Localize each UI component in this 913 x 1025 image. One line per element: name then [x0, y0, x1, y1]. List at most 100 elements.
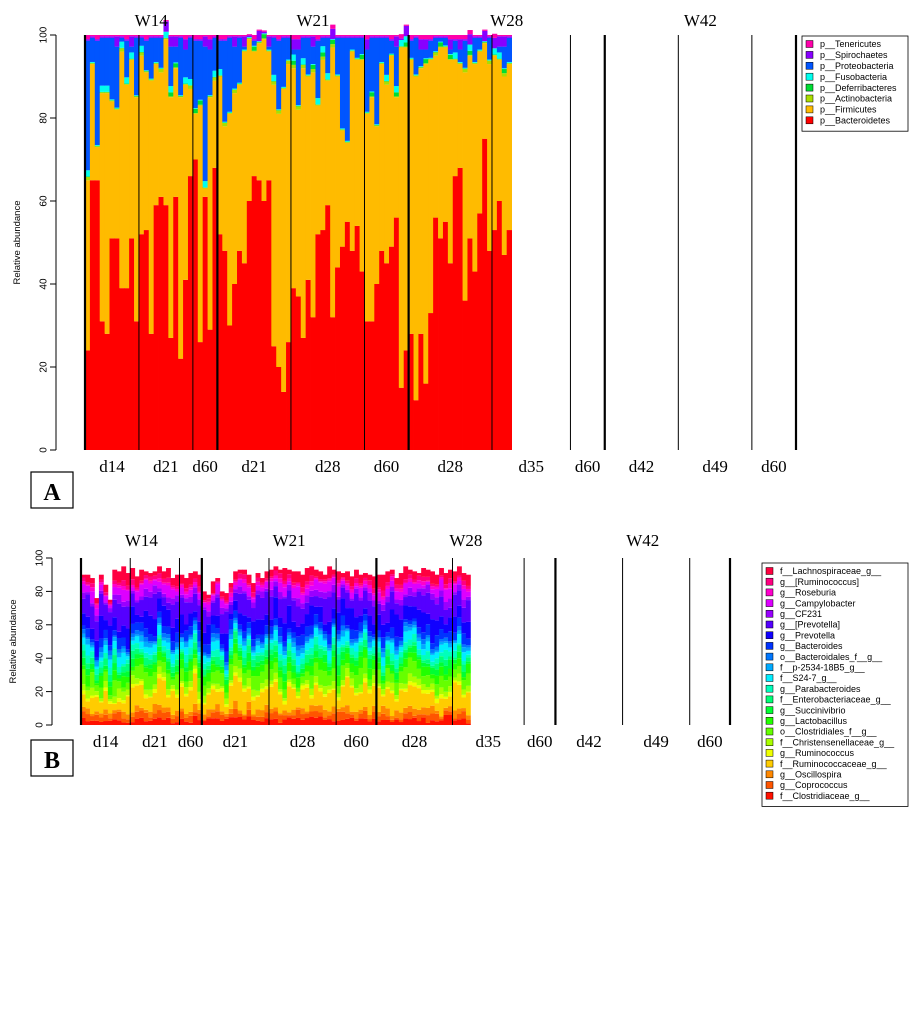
bar-segment	[207, 49, 213, 96]
bar-segment	[393, 96, 400, 98]
bar	[109, 35, 115, 450]
bar-segment	[98, 717, 104, 722]
bar-segment	[295, 709, 301, 718]
bar-segment	[322, 709, 328, 718]
bar-segment	[197, 641, 203, 648]
bar-segment	[251, 39, 258, 41]
bar-segment	[304, 654, 310, 663]
bar	[457, 35, 463, 451]
bar-segment	[173, 35, 179, 37]
bar-segment	[228, 629, 234, 635]
bar-segment	[349, 49, 356, 51]
bar-segment	[161, 680, 167, 708]
bar-segment	[152, 642, 158, 645]
legend-item: p__Bacteroidetes	[805, 116, 891, 126]
bar-segment	[376, 589, 382, 593]
bar-segment	[300, 714, 306, 720]
bar-segment	[354, 638, 359, 642]
bar-segment	[439, 720, 444, 725]
bar-segment	[371, 588, 377, 594]
bar-segment	[385, 585, 391, 589]
bar-segment	[398, 712, 404, 720]
bar-segment	[237, 613, 243, 625]
bar-segment	[104, 36, 110, 38]
bar-segment	[425, 666, 431, 676]
group-separators	[83, 35, 798, 450]
bar-segment	[81, 637, 86, 645]
subgroup-label: d60	[575, 457, 601, 476]
bar	[104, 35, 110, 450]
bar-segment	[174, 574, 180, 587]
bar-segment	[116, 711, 122, 721]
bar-segment	[295, 671, 301, 674]
bar-segment	[416, 714, 422, 722]
bar-segment	[359, 59, 365, 272]
legend: f__Lachnospiraceae_g__g__[Ruminococcus]g…	[761, 562, 909, 807]
bar-segment	[367, 689, 373, 694]
bar-segment	[206, 665, 212, 670]
bar-segment	[416, 654, 422, 658]
bar-segment	[85, 628, 91, 638]
bar-segment	[224, 593, 230, 601]
bar-segment	[456, 714, 462, 720]
bar-segment	[310, 69, 316, 73]
bar-segment	[389, 35, 395, 40]
bar-segment	[206, 594, 212, 599]
bar-segment	[192, 715, 198, 725]
bar-segment	[327, 715, 333, 720]
bar	[340, 573, 346, 725]
bar-segment	[260, 648, 265, 653]
bar	[178, 35, 184, 450]
bar-segment	[241, 51, 248, 264]
subgroup-label: d14	[93, 732, 119, 751]
bar-segment	[305, 35, 311, 37]
bar-segment	[331, 713, 337, 722]
bar-segment	[327, 566, 333, 579]
bar-segment	[433, 217, 439, 450]
bar-segment	[98, 615, 104, 639]
bar-segment	[237, 36, 243, 38]
bar-segment	[246, 585, 252, 588]
bar-segment	[416, 633, 422, 638]
bar-segment	[134, 643, 140, 649]
bar-segment	[103, 687, 109, 691]
bar-segment	[398, 657, 404, 664]
bar-segment	[125, 659, 131, 664]
bar-segment	[125, 628, 131, 650]
bar-segment	[81, 650, 86, 658]
bar-segment	[380, 665, 386, 673]
bar-segment	[242, 650, 248, 658]
bar	[98, 574, 104, 725]
bar-segment	[233, 638, 239, 644]
bar-segment	[327, 689, 333, 693]
bar	[201, 591, 207, 725]
bar-segment	[461, 599, 467, 608]
bar-segment	[359, 271, 365, 450]
bar-segment	[318, 669, 324, 685]
bar-segment	[124, 77, 130, 84]
bar	[134, 35, 140, 450]
bar-segment	[318, 582, 324, 592]
bar-segment	[261, 39, 267, 202]
bar-segment	[295, 665, 301, 672]
bar-segment	[345, 589, 350, 593]
bar-segment	[394, 719, 400, 725]
bar-segment	[300, 603, 306, 609]
bar-segment	[166, 658, 171, 662]
bar-segment	[183, 588, 189, 592]
bar-segment	[472, 61, 478, 63]
bar-segment	[385, 632, 391, 637]
bar-segment	[385, 686, 391, 689]
bar-segment	[116, 649, 122, 653]
bar-segment	[201, 632, 207, 645]
bar-segment	[233, 620, 239, 624]
subgroup-label: d28	[438, 457, 464, 476]
bar-segment	[99, 35, 106, 37]
bar-segment	[403, 691, 409, 708]
bar-segment	[336, 708, 341, 712]
bar-segment	[295, 582, 301, 584]
bar-segment	[439, 716, 444, 719]
bar-segment	[389, 580, 395, 587]
bar-segment	[385, 681, 391, 687]
bar-segment	[107, 681, 113, 687]
